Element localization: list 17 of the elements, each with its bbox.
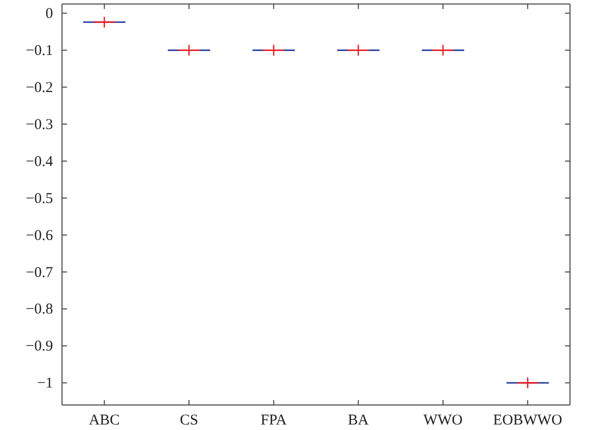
x-tick-label: CS [180,412,198,429]
x-tick-label: EOBWWO [493,412,562,429]
y-tick-label: 0 [46,6,53,22]
x-tick-label: FPA [260,412,287,429]
y-tick-label: −0.4 [26,154,54,170]
y-tick-label: −0.1 [26,43,53,59]
x-tick-label: WWO [423,412,463,429]
x-tick-label: ABC [88,412,120,429]
y-tick-label: −0.7 [26,264,54,281]
y-tick-label: −0.5 [26,190,53,207]
x-tick-label: BA [348,412,369,429]
y-tick-label: −0.6 [26,228,54,244]
y-tick-label: −0.9 [26,338,53,355]
y-tick-label: −0.2 [26,80,53,96]
y-tick-label: −0.8 [26,302,53,318]
y-tick-label: −1 [37,376,53,392]
y-tick-label: −0.3 [26,116,53,133]
